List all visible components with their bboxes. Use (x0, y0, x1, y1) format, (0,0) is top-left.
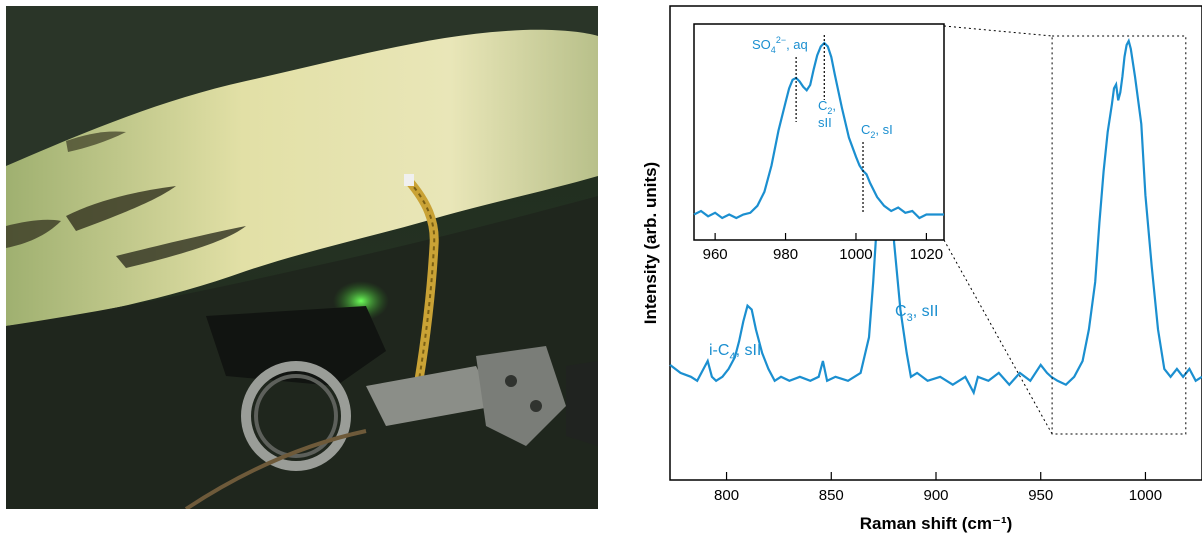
peak-label-iC4: i-C4, sII (709, 342, 761, 363)
sediment-patch (6, 219, 61, 248)
inset-label-c2-sI: C2, sI (861, 122, 893, 140)
sediment-patch (66, 131, 126, 152)
main-x-tick-label: 800 (714, 487, 739, 504)
inset-label-c2-sII-line2: sII (818, 115, 832, 130)
inset-x-tick-label: 1020 (910, 246, 943, 263)
inset-label-c2-sII: C2, (818, 98, 836, 116)
main-x-ticks: 800 850 900 950 1000 (714, 472, 1162, 504)
sampling-ring-inner (254, 374, 338, 458)
sampling-ring (241, 361, 351, 471)
inset-x-tick-label: 960 (703, 246, 728, 263)
zoom-connector-line (943, 239, 1053, 435)
rov-housing (206, 306, 386, 386)
main-x-tick-label: 850 (819, 487, 844, 504)
inset-x-tick-label: 1000 (839, 246, 872, 263)
main-x-tick-label: 950 (1028, 487, 1053, 504)
rope-tag (404, 174, 414, 186)
peak-label-C3: C3, sII (895, 303, 938, 324)
cable (184, 429, 367, 511)
rov-body (566, 361, 598, 446)
y-axis-title: Intensity (arb. units) (641, 162, 660, 324)
main-x-tick-label: 900 (923, 487, 948, 504)
main-spectrum-line (669, 37, 1202, 396)
photo-canvas (6, 6, 598, 511)
inset-label-so4: SO42−, aq (752, 35, 808, 55)
zoom-region-box (1051, 35, 1187, 435)
sediment-patch (66, 186, 176, 231)
x-axis-title: Raman shift (cm⁻¹) (860, 514, 1013, 533)
seafloor-hydrate-photo (6, 6, 598, 511)
rope-twist (408, 180, 436, 387)
main-x-tick-label: 1000 (1129, 487, 1162, 504)
inset-x-ticks: 960 980 1000 1020 (703, 233, 943, 263)
sediment-patch (116, 226, 246, 268)
manipulator-arm (366, 366, 496, 426)
zoom-connector-line (943, 25, 1053, 37)
bolt (505, 375, 517, 387)
inset-x-tick-label: 980 (773, 246, 798, 263)
bolt (530, 400, 542, 412)
inset-plot-frame (693, 23, 945, 241)
inset-spectrum-line (693, 41, 944, 220)
manipulator-claw (476, 346, 566, 446)
